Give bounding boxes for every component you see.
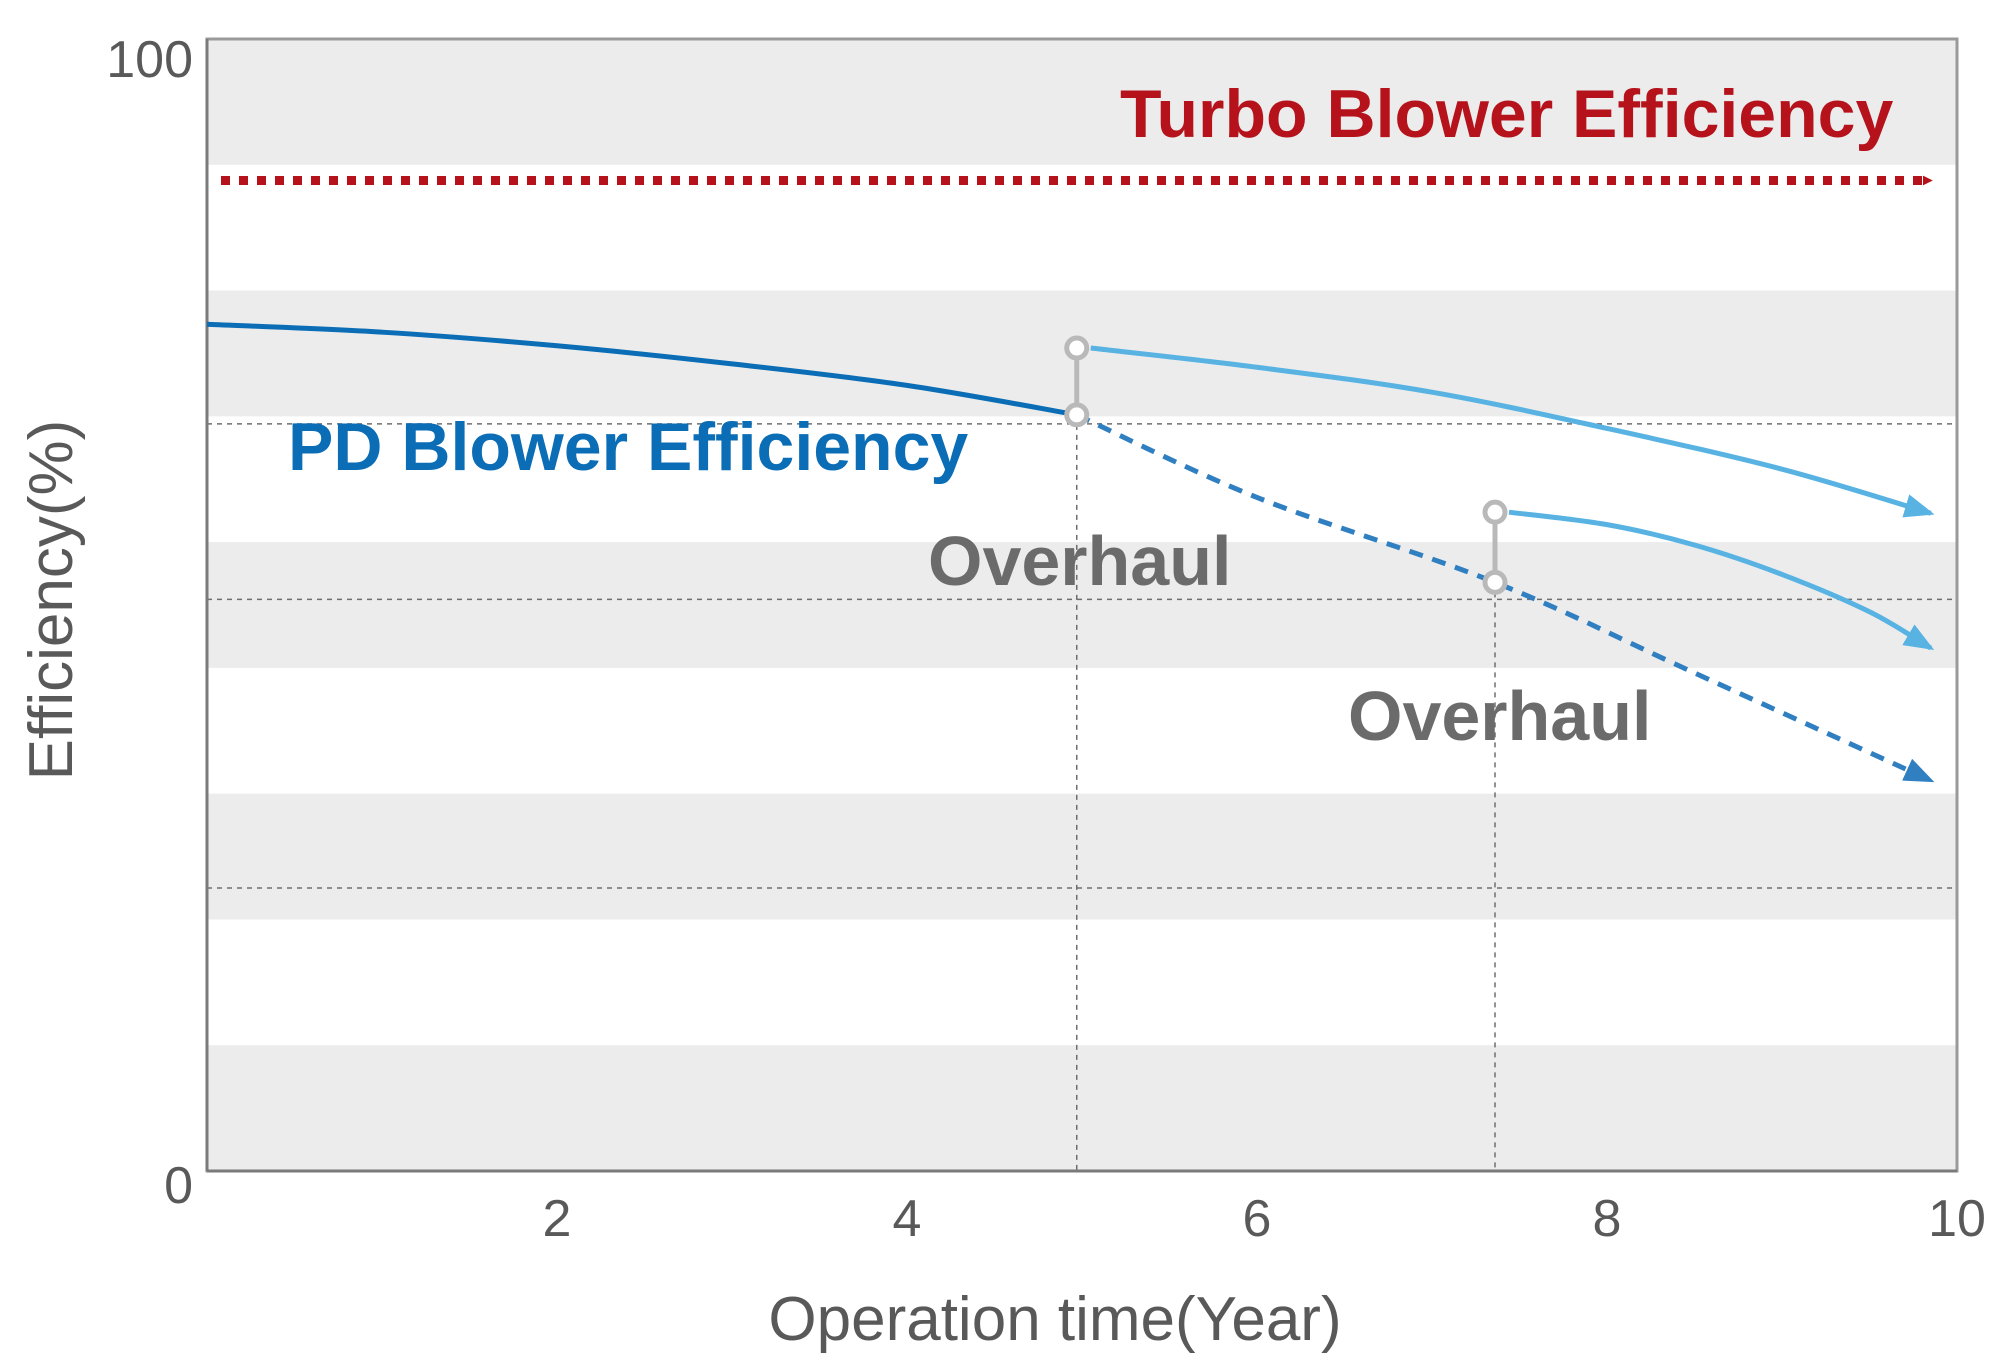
x-tick-label: 6	[1243, 1190, 1272, 1248]
series-line-2	[1075, 412, 1935, 783]
series-line-1	[206, 321, 1078, 418]
x-tick-label: 10	[1928, 1190, 1986, 1248]
pd-series-label: PD Blower Efficiency	[288, 409, 968, 485]
series-line-3	[1090, 345, 1935, 518]
background-band	[207, 542, 1957, 668]
y-tick-label: 0	[164, 1157, 193, 1215]
overhaul-marker-before	[1064, 402, 1090, 428]
y-axis-title: Efficiency(%)	[17, 420, 86, 781]
background-band	[207, 793, 1957, 920]
plot-frame	[205, 37, 1959, 1173]
background-band	[207, 39, 1957, 165]
y-tick-label: 100	[106, 31, 193, 89]
x-axis-title: Operation time(Year)	[768, 1285, 1341, 1354]
background-band	[207, 1045, 1957, 1171]
overhaul-layer	[1064, 335, 1508, 595]
turbo-series-label: Turbo Blower Efficiency	[1120, 76, 1893, 152]
x-tick-label: 4	[893, 1190, 922, 1248]
overhaul-marker-before	[1482, 569, 1508, 595]
x-tick-label: 2	[543, 1190, 572, 1248]
overhaul-label-2: Overhaul	[1348, 677, 1651, 755]
x-tick-label: 8	[1593, 1190, 1622, 1248]
overhaul-marker-after	[1064, 335, 1090, 361]
series-line-4	[1508, 509, 1935, 651]
series-layer	[206, 175, 1935, 783]
background-bands	[207, 39, 1957, 1171]
overhaul-marker-after	[1482, 499, 1508, 525]
overhaul-label-1: Overhaul	[928, 522, 1231, 600]
